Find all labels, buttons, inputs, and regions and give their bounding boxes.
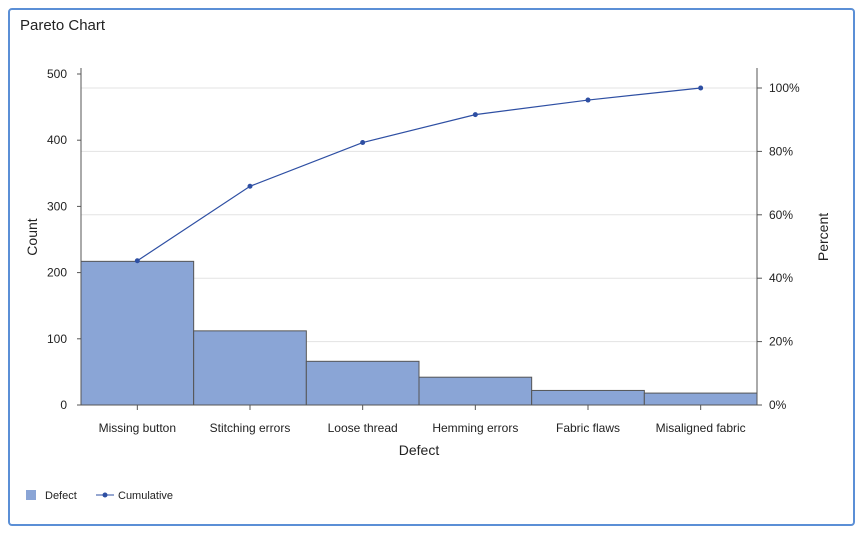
- cumulative-line: [137, 87, 701, 262]
- y2-axis-label: Percent: [815, 213, 831, 261]
- y2-tick-label: 0%: [769, 398, 787, 412]
- bar: [80, 260, 195, 406]
- y-tick-label: 400: [47, 133, 67, 147]
- x-tick-label: Loose thread: [328, 421, 398, 435]
- chart-title: Pareto Chart: [20, 17, 106, 34]
- x-tick-label: Stitching errors: [210, 421, 291, 435]
- cumulative-point: [134, 258, 140, 264]
- y2-tick-label: 100%: [769, 81, 800, 95]
- bar: [305, 360, 420, 406]
- x-tick-label: Missing button: [99, 421, 176, 435]
- bar: [643, 392, 758, 406]
- legend-cumulative-marker: [102, 492, 108, 498]
- bar: [193, 330, 307, 406]
- y2-tick-label: 40%: [769, 271, 793, 285]
- y-tick-label: 200: [47, 266, 67, 280]
- y-axis-label: Count: [24, 218, 40, 255]
- legend-cumulative-label: Cumulative: [118, 490, 173, 502]
- y2-tick-label: 60%: [769, 208, 793, 222]
- x-tick-label: Hemming errors: [432, 421, 518, 435]
- x-tick-label: Misaligned fabric: [656, 421, 746, 435]
- x-tick-label: Fabric flaws: [556, 421, 620, 435]
- cumulative-point: [247, 183, 253, 189]
- y-tick-label: 0: [60, 398, 67, 412]
- cumulative-point: [698, 85, 704, 91]
- legend-defect-swatch: [26, 490, 36, 500]
- cumulative-point: [585, 97, 591, 103]
- y-tick-label: 300: [47, 199, 67, 213]
- cumulative-point: [472, 112, 478, 118]
- y-tick-label: 500: [47, 67, 67, 81]
- x-axis-label: Defect: [399, 442, 440, 458]
- y-tick-label: 100: [47, 332, 67, 346]
- legend-defect-label: Defect: [45, 490, 77, 502]
- cumulative-point: [360, 140, 366, 146]
- bar: [418, 376, 533, 406]
- y2-tick-label: 80%: [769, 144, 793, 158]
- y2-tick-label: 20%: [769, 335, 793, 349]
- bar: [531, 389, 645, 406]
